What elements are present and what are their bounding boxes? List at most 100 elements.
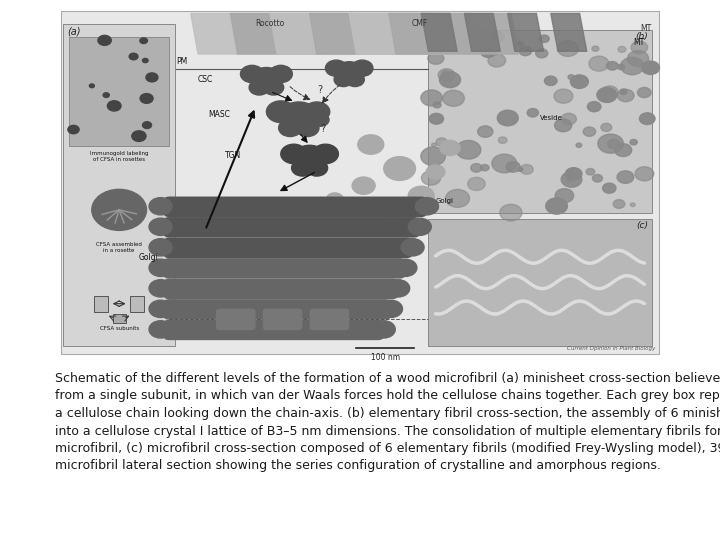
Circle shape — [536, 49, 548, 58]
Circle shape — [346, 72, 364, 86]
Circle shape — [493, 51, 498, 55]
Circle shape — [588, 102, 601, 112]
FancyBboxPatch shape — [163, 320, 384, 340]
Text: MT: MT — [640, 24, 652, 33]
Circle shape — [421, 171, 441, 185]
Circle shape — [140, 38, 148, 44]
Circle shape — [565, 168, 582, 180]
Text: PM: PM — [436, 38, 447, 47]
Circle shape — [296, 119, 319, 137]
Circle shape — [601, 123, 612, 131]
FancyBboxPatch shape — [163, 238, 413, 258]
Circle shape — [351, 60, 373, 76]
Text: Golgi: Golgi — [138, 253, 158, 262]
Circle shape — [103, 93, 109, 97]
Bar — [69, 37, 169, 146]
Circle shape — [477, 126, 493, 137]
Text: Veside: Veside — [540, 115, 562, 121]
Text: CSC: CSC — [197, 75, 212, 84]
Circle shape — [140, 93, 153, 103]
Bar — [130, 295, 144, 312]
Circle shape — [539, 35, 549, 42]
Circle shape — [639, 113, 655, 125]
Text: MASC: MASC — [209, 110, 230, 119]
Circle shape — [384, 157, 415, 180]
Circle shape — [464, 37, 487, 53]
Circle shape — [481, 165, 489, 171]
Circle shape — [394, 259, 417, 276]
Bar — [428, 219, 652, 346]
Circle shape — [471, 164, 482, 172]
Circle shape — [408, 186, 434, 206]
Circle shape — [420, 147, 446, 165]
Circle shape — [408, 218, 431, 235]
Circle shape — [312, 144, 338, 164]
Circle shape — [631, 41, 647, 53]
Circle shape — [132, 131, 146, 141]
Circle shape — [149, 218, 172, 235]
Circle shape — [279, 102, 319, 132]
Circle shape — [546, 198, 567, 214]
Circle shape — [630, 203, 635, 207]
Circle shape — [618, 64, 624, 70]
Text: TGN: TGN — [225, 151, 241, 160]
Text: Schematic of the different levels of the formation of a wood microfibril (a) min: Schematic of the different levels of the… — [55, 372, 720, 472]
Circle shape — [621, 57, 644, 75]
Circle shape — [143, 58, 148, 63]
Circle shape — [468, 177, 485, 191]
Circle shape — [281, 144, 307, 164]
Circle shape — [443, 90, 464, 106]
Circle shape — [264, 80, 284, 95]
Circle shape — [149, 198, 172, 215]
Circle shape — [266, 101, 295, 123]
Circle shape — [149, 321, 172, 338]
Text: CMF: CMF — [412, 19, 428, 28]
Circle shape — [589, 56, 609, 71]
Text: CFSA assembled
in a rosette: CFSA assembled in a rosette — [96, 242, 142, 253]
Circle shape — [326, 193, 343, 206]
Circle shape — [642, 61, 660, 75]
Circle shape — [426, 165, 445, 179]
Circle shape — [149, 239, 172, 256]
FancyBboxPatch shape — [163, 299, 391, 320]
Circle shape — [240, 65, 264, 83]
Text: 100 nm: 100 nm — [371, 353, 400, 362]
Text: Rocotto: Rocotto — [256, 19, 285, 28]
Circle shape — [627, 51, 649, 66]
Circle shape — [306, 160, 328, 176]
Circle shape — [433, 102, 441, 108]
FancyBboxPatch shape — [310, 309, 349, 330]
FancyBboxPatch shape — [163, 217, 420, 238]
Circle shape — [557, 40, 578, 57]
FancyBboxPatch shape — [163, 258, 405, 279]
Text: PM: PM — [176, 57, 188, 66]
Circle shape — [620, 89, 627, 94]
Circle shape — [613, 200, 625, 208]
Circle shape — [107, 101, 121, 111]
Text: Current Opinion in Plant Biology: Current Opinion in Plant Biology — [567, 346, 655, 351]
Circle shape — [562, 113, 577, 125]
Circle shape — [292, 145, 327, 171]
Circle shape — [600, 86, 618, 99]
Circle shape — [520, 165, 534, 174]
Circle shape — [618, 46, 626, 52]
Circle shape — [304, 102, 330, 122]
Bar — [63, 24, 175, 346]
Circle shape — [335, 62, 364, 83]
Circle shape — [570, 75, 588, 89]
Polygon shape — [551, 14, 587, 51]
Circle shape — [89, 84, 94, 87]
Circle shape — [149, 280, 172, 297]
Circle shape — [149, 259, 172, 276]
Circle shape — [372, 321, 395, 338]
FancyBboxPatch shape — [163, 197, 427, 217]
Bar — [94, 295, 108, 312]
Circle shape — [379, 300, 402, 318]
Circle shape — [439, 72, 461, 87]
Circle shape — [358, 135, 384, 154]
FancyBboxPatch shape — [216, 309, 256, 330]
Polygon shape — [464, 14, 500, 51]
Text: (b): (b) — [635, 32, 648, 42]
Circle shape — [279, 119, 302, 137]
Circle shape — [592, 46, 599, 51]
